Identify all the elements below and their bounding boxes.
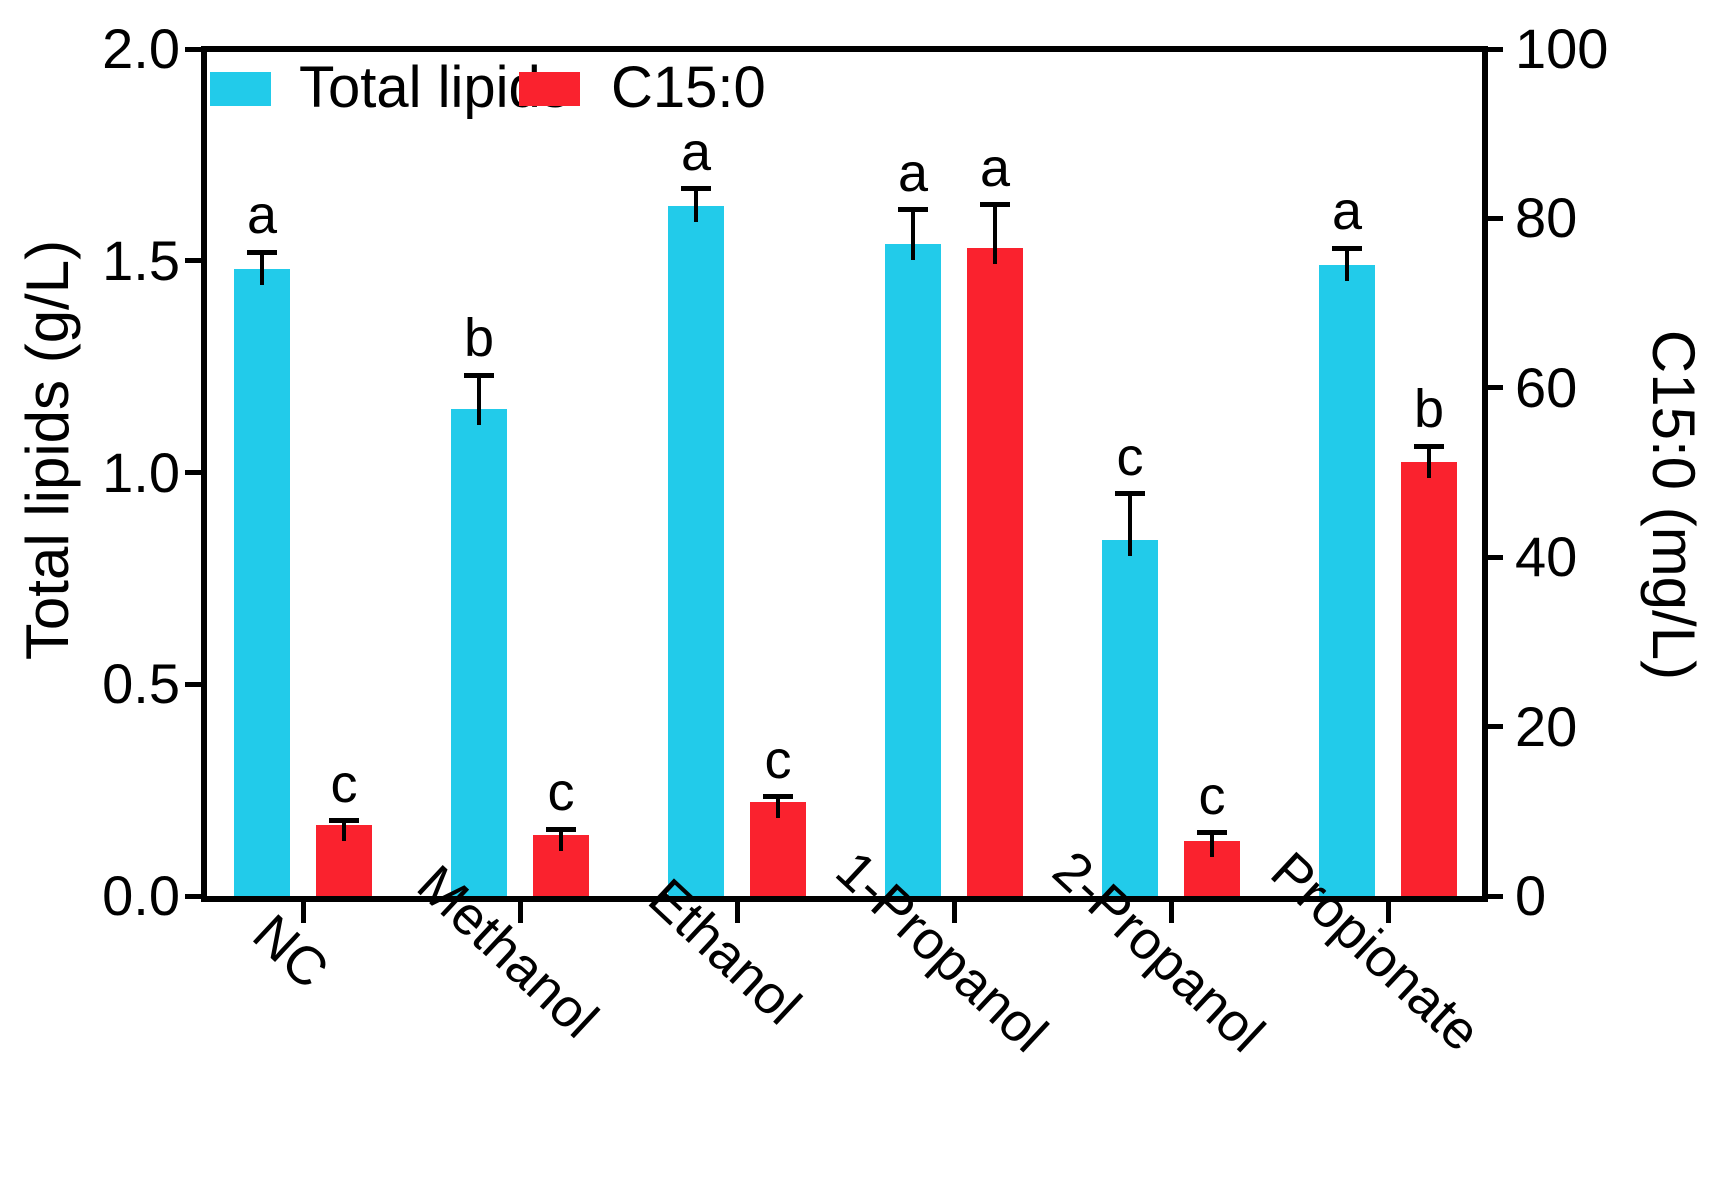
bar-total-lipids-ethanol [668, 205, 724, 896]
right-axis-tick-label: 100 [1515, 17, 1609, 80]
significance-letter: c [1116, 426, 1144, 487]
error-bar [1210, 832, 1214, 857]
left-axis-tick [185, 681, 201, 687]
right-spine [1482, 46, 1488, 902]
error-bar [260, 252, 264, 286]
error-bar [342, 820, 346, 841]
error-bar [776, 796, 780, 818]
left-axis-tick-label: 0.0 [102, 864, 180, 927]
left-axis-tick [185, 46, 201, 52]
left-axis-tick-label: 1.0 [102, 440, 180, 504]
error-bar [993, 204, 997, 264]
error-bar-cap [980, 202, 1010, 208]
left-axis-tick-label: 1.5 [102, 228, 180, 292]
error-bar [559, 829, 563, 851]
significance-letter: c [764, 729, 792, 790]
error-bar [1345, 248, 1349, 281]
error-bar-cap [1115, 491, 1145, 497]
right-axis-tick [1487, 893, 1503, 899]
bar-total-lipids-1-propanol [885, 243, 941, 896]
x-axis-tick [517, 901, 523, 923]
bar-total-lipids-2-propanol [1102, 540, 1158, 896]
error-bar-cap [329, 818, 359, 824]
error-bar [477, 375, 481, 425]
significance-letter: a [897, 142, 929, 203]
bar-total-lipids-propionate [1319, 265, 1375, 896]
legend-label-c15-0: C15:0 [611, 55, 766, 120]
error-bar-cap [247, 249, 277, 255]
left-axis-tick-label: 2.0 [102, 17, 180, 80]
error-bar-cap [546, 826, 576, 832]
significance-letter: a [979, 137, 1011, 198]
x-axis-tick [734, 901, 740, 923]
significance-letter: b [463, 308, 495, 369]
bar-c15-0-propionate [1401, 461, 1457, 896]
error-bar [694, 188, 698, 222]
error-bar-cap [1332, 245, 1362, 251]
right-axis-tick-label: 60 [1515, 355, 1578, 419]
significance-letter: a [246, 185, 278, 246]
error-bar [1128, 493, 1132, 557]
significance-letter: c [1198, 765, 1226, 826]
right-axis-tick-label: 40 [1515, 525, 1578, 589]
right-axis-tick [1487, 215, 1503, 221]
error-bar [911, 209, 915, 260]
right-axis-tick-label: 20 [1515, 694, 1578, 758]
right-axis-tick [1487, 554, 1503, 560]
error-bar-cap [1414, 443, 1444, 449]
left-spine [201, 46, 207, 902]
significance-letter: c [547, 762, 575, 823]
right-axis-tick [1487, 724, 1503, 730]
x-axis-tick [1168, 901, 1174, 923]
bar-c15-0-1-propanol [967, 248, 1023, 896]
right-axis-tick-label: 80 [1515, 186, 1578, 250]
legend-swatch-c15-0 [519, 72, 580, 106]
significance-letter: b [1413, 379, 1445, 440]
bar-total-lipids-methanol [451, 409, 507, 896]
error-bar-cap [1197, 830, 1227, 835]
right-axis-tick-label: 0 [1515, 864, 1547, 927]
left-axis-tick [185, 893, 201, 899]
error-bar-cap [464, 372, 494, 378]
x-axis-label-text: NC [241, 903, 340, 1001]
significance-letter: a [680, 121, 712, 182]
x-axis-tick [1385, 901, 1391, 923]
significance-letter: c [330, 753, 358, 814]
right-axis-tick [1487, 46, 1503, 52]
left-axis-tick [185, 258, 201, 264]
left-axis-tick [185, 470, 201, 475]
error-bar-cap [763, 794, 793, 800]
error-bar-cap [898, 207, 928, 213]
bottom-spine [201, 896, 1488, 902]
significance-letter: a [1331, 181, 1363, 241]
x-axis-tick [951, 901, 957, 923]
error-bar-cap [681, 186, 711, 192]
bar-total-lipids-nc [234, 269, 290, 896]
top-spine [201, 46, 1488, 52]
left-axis-tick-label: 0.5 [102, 652, 180, 716]
legend-swatch-total-lipids [210, 72, 271, 106]
x-axis-tick [300, 901, 306, 923]
error-bar [1427, 446, 1431, 478]
right-axis-tick [1487, 385, 1503, 391]
